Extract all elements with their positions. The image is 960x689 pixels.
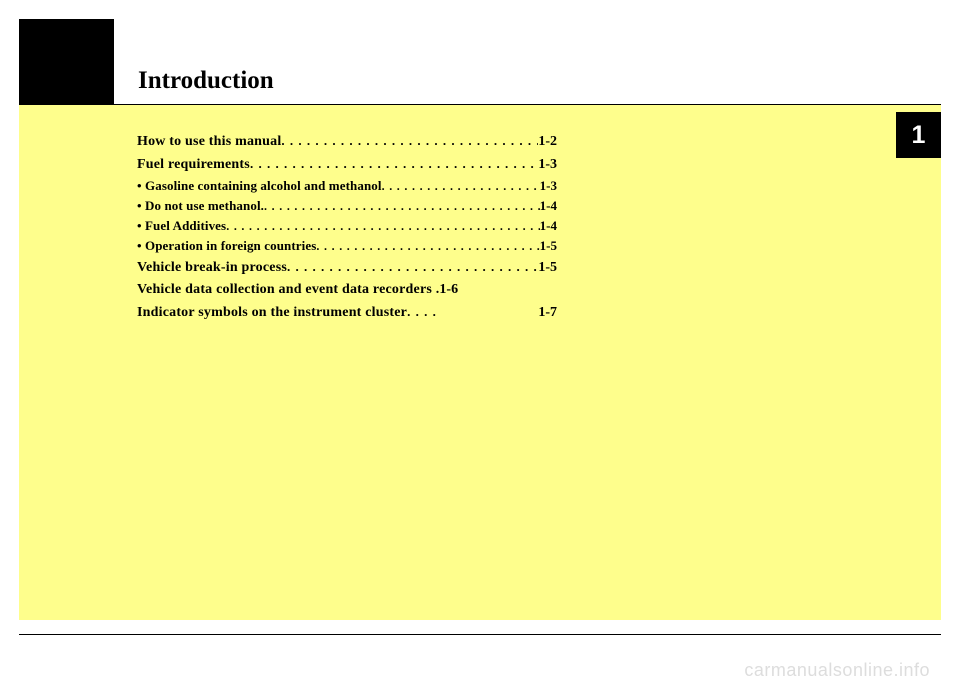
toc-leader-dots: . . . . . . . . . . . . . . . . . . . . … <box>250 154 538 174</box>
toc-page-number: 1-3 <box>540 177 557 195</box>
chapter-number: 1 <box>912 121 926 150</box>
watermark: carmanualsonline.info <box>744 660 930 681</box>
table-of-contents: How to use this manual . . . . . . . . .… <box>137 131 557 325</box>
toc-leader-dots: . . . . . . . . . . . . . . . . . . . . … <box>382 177 540 195</box>
toc-entry-label: How to use this manual <box>137 132 281 152</box>
toc-page-number: 1-4 <box>540 217 557 235</box>
toc-leader-dots: . . . . . . . . . . . . . . . . . . . . … <box>226 217 539 235</box>
toc-leader-dots: . . . . <box>407 302 538 322</box>
toc-subentry-label: • Do not use methanol. <box>137 197 264 215</box>
toc-row: Vehicle data collection and event data r… <box>137 280 557 300</box>
toc-leader-dots: . . . . . . . . . . . . . . . . . . . . … <box>264 197 540 215</box>
toc-page-number: 1-7 <box>538 303 557 323</box>
footer-rule <box>19 634 941 635</box>
title-region: Introduction <box>114 19 941 105</box>
toc-subentry-label: • Gasoline containing alcohol and methan… <box>137 177 382 195</box>
toc-entry-label: Fuel requirements <box>137 155 250 175</box>
toc-row: • Do not use methanol. . . . . . . . . .… <box>137 197 557 215</box>
toc-leader-dots: . . . . . . . . . . . . . . . . . . . . … <box>281 131 538 151</box>
toc-row: • Gasoline containing alcohol and methan… <box>137 177 557 195</box>
header-black-block <box>19 19 114 105</box>
toc-row: • Operation in foreign countries . . . .… <box>137 237 557 255</box>
toc-entry-label: Vehicle break-in process <box>137 258 287 278</box>
toc-row: • Fuel Additives . . . . . . . . . . . .… <box>137 217 557 235</box>
toc-row: Vehicle break-in process . . . . . . . .… <box>137 257 557 278</box>
toc-subentry-label: • Operation in foreign countries <box>137 237 316 255</box>
toc-leader-dots: . . . . . . . . . . . . . . . . . . . . … <box>316 237 539 255</box>
toc-page-number: 1-3 <box>538 155 557 175</box>
toc-page-number: 1-6 <box>439 280 458 300</box>
toc-row: How to use this manual . . . . . . . . .… <box>137 131 557 152</box>
toc-page-number: 1-5 <box>538 258 557 278</box>
chapter-title: Introduction <box>138 67 274 95</box>
toc-page-number: 1-2 <box>538 132 557 152</box>
chapter-tab: 1 <box>896 112 941 158</box>
toc-subentry-label: • Fuel Additives <box>137 217 226 235</box>
toc-page-number: 1-5 <box>540 237 557 255</box>
toc-row: Fuel requirements . . . . . . . . . . . … <box>137 154 557 175</box>
toc-entry-label: Vehicle data collection and event data r… <box>137 280 439 300</box>
toc-entry-label: Indicator symbols on the instrument clus… <box>137 303 407 323</box>
toc-row: Indicator symbols on the instrument clus… <box>137 302 557 323</box>
toc-page-number: 1-4 <box>540 197 557 215</box>
toc-leader-dots: . . . . . . . . . . . . . . . . . . . . … <box>287 257 538 277</box>
